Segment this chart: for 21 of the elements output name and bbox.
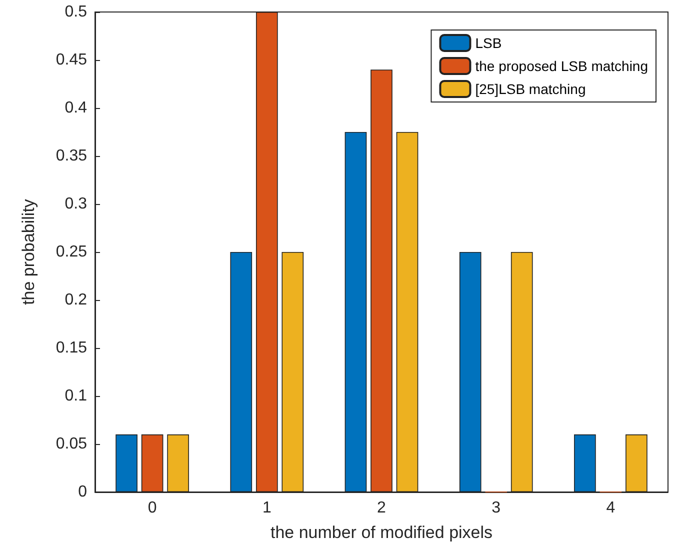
y-tick-label: 0.35 (56, 148, 88, 164)
y-tick-label: 0.5 (64, 4, 88, 20)
x-tick-label: 1 (262, 500, 272, 516)
x-axis-title: the number of modified pixels (270, 523, 493, 542)
x-tick-label: 0 (148, 500, 157, 516)
y-tick-label: 0.25 (56, 244, 88, 260)
legend-label: LSB (475, 35, 502, 51)
y-tick-label: 0.2 (64, 292, 88, 308)
y-tick-label: 0.1 (64, 388, 88, 404)
y-tick-label: 0.3 (64, 196, 88, 212)
y-tick-label: 0.05 (56, 436, 88, 452)
x-tick-label: 2 (377, 500, 386, 516)
y-tick-label: 0.45 (56, 52, 88, 68)
y-axis-title: the probability (19, 198, 38, 305)
y-tick-label: 0.4 (64, 100, 88, 116)
y-tick-label: 0.15 (56, 340, 88, 356)
legend-label: the proposed LSB matching (475, 58, 648, 74)
y-tick-label: 0 (78, 484, 88, 500)
x-tick-label: 4 (606, 500, 616, 516)
legend-label: [25]LSB matching (475, 81, 586, 97)
x-tick-label: 3 (492, 500, 501, 516)
